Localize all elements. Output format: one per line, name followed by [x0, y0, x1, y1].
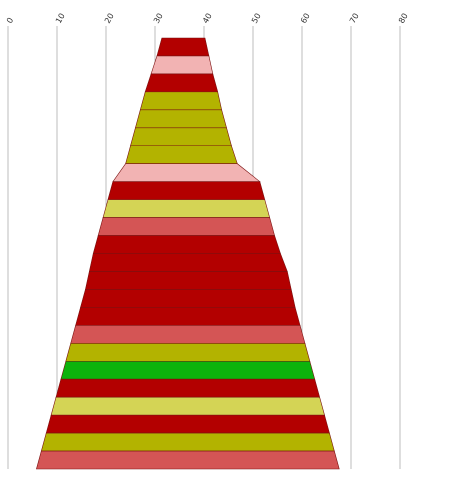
chart-band-0	[156, 37, 210, 57]
x-tick-label-70: 70	[348, 12, 361, 25]
x-tick-label-50: 50	[250, 12, 263, 25]
chart-band-18	[60, 360, 316, 380]
chart-band-7	[112, 163, 261, 182]
chart-band-17	[65, 342, 311, 362]
chart-band-3	[139, 91, 223, 111]
chart-band-23	[36, 450, 340, 470]
x-axis-tick-labels: 0 10 20 30 40 50 60 70 80	[5, 12, 410, 25]
chart-band-12	[88, 253, 288, 272]
chart-bands	[36, 37, 340, 470]
chart-band-21	[45, 414, 330, 434]
chart-band-11	[92, 235, 281, 254]
chart-band-9	[102, 199, 271, 218]
chart-band-13	[85, 271, 292, 290]
chart-band-19	[55, 378, 321, 398]
x-tick-label-10: 10	[54, 12, 67, 25]
chart-band-14	[80, 289, 296, 308]
chart-band-2	[144, 73, 219, 93]
x-tick-label-80: 80	[397, 12, 410, 25]
chart-band-6	[125, 145, 238, 165]
chart-band-1	[150, 55, 214, 75]
chart-band-16	[70, 325, 306, 344]
chart-band-20	[50, 396, 325, 416]
x-tick-label-60: 60	[299, 12, 312, 25]
chart-band-4	[135, 109, 227, 129]
x-tick-label-0: 0	[5, 16, 15, 25]
x-tick-label-20: 20	[103, 12, 116, 25]
x-tick-label-30: 30	[152, 12, 165, 25]
chart-band-10	[97, 217, 275, 236]
chart-band-5	[130, 127, 232, 147]
chart-band-8	[107, 181, 266, 200]
x-tick-label-40: 40	[201, 12, 214, 25]
chart-band-22	[40, 432, 335, 452]
chart-band-15	[75, 307, 301, 326]
